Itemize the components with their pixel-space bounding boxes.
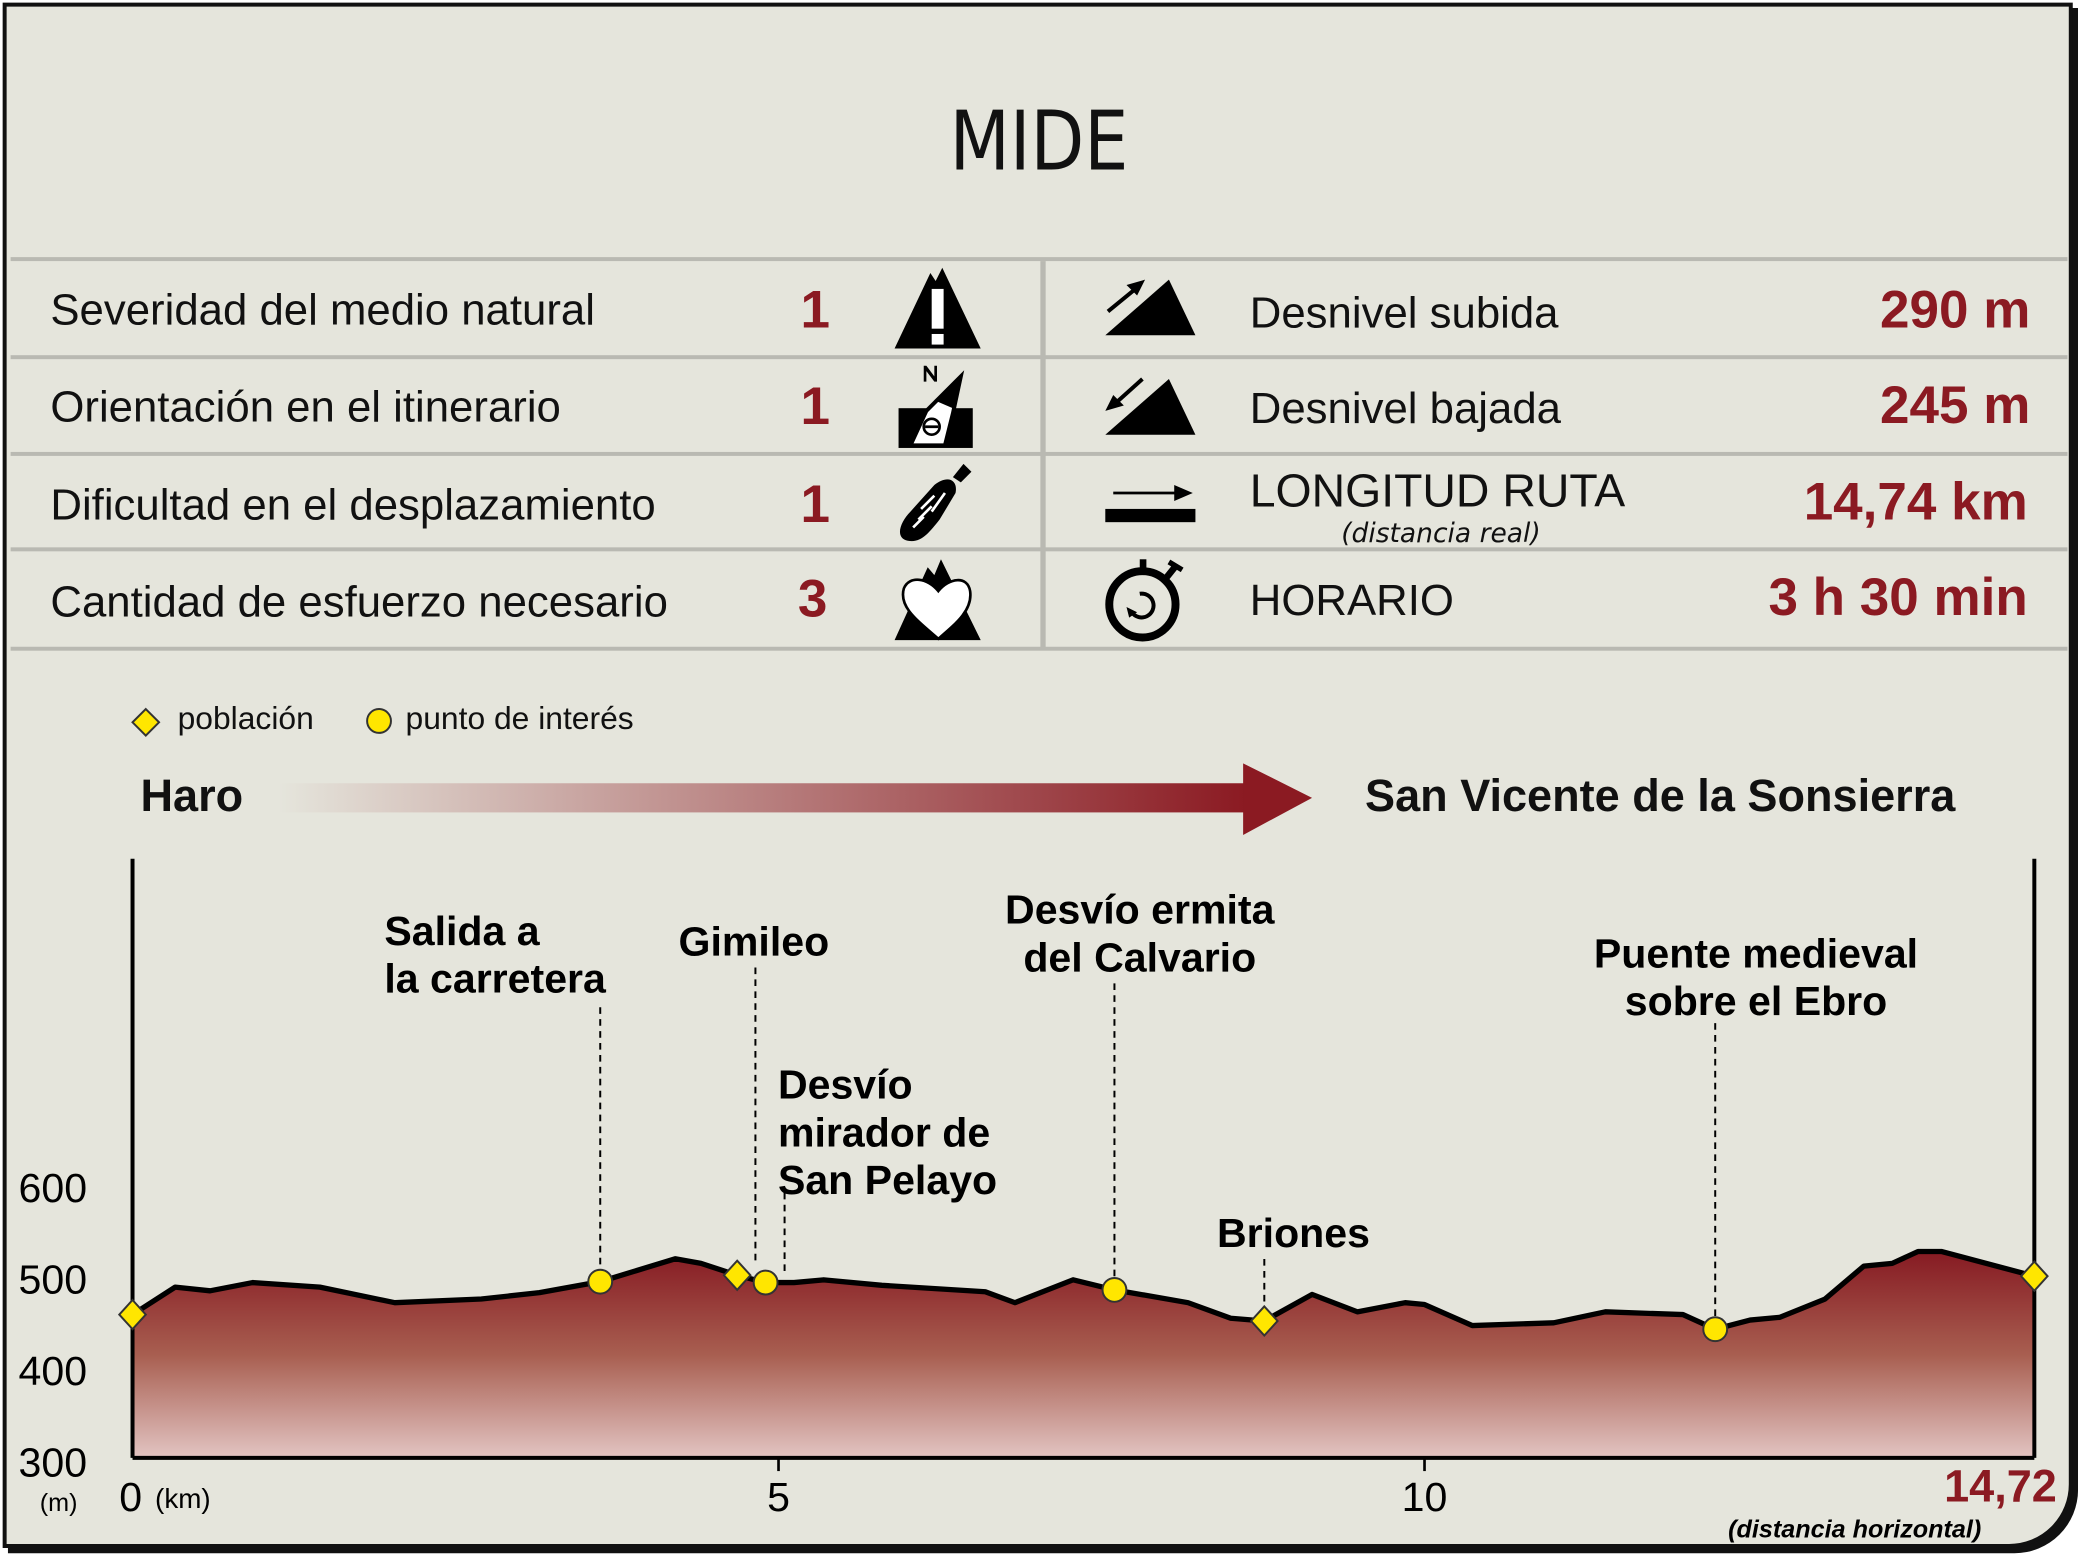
town-marker [722, 1259, 752, 1292]
poi-marker [752, 1269, 779, 1296]
mountain-warning-icon [894, 267, 981, 349]
footprint-icon [899, 463, 972, 542]
y-tick-label: 300 [19, 1439, 88, 1485]
route-start: Haro [140, 771, 244, 822]
x-end-sublabel: (distancia horizontal) [1728, 1515, 1981, 1543]
y-tick-label: 500 [19, 1256, 88, 1302]
compass-icon [898, 365, 973, 448]
point-label: la carretera [384, 956, 607, 1002]
divider [10, 451, 2068, 456]
stat-value: 14,74 km [1803, 473, 2028, 532]
poi-marker [1101, 1276, 1128, 1303]
diamond-marker-icon [131, 707, 161, 737]
profile-area [132, 1251, 2035, 1458]
x-tick-label: 0 [119, 1474, 142, 1520]
divider [10, 646, 2068, 651]
stat-label: LONGITUD RUTA [1249, 465, 1626, 517]
point-label: Salida a [384, 908, 540, 954]
stopwatch-icon [1105, 559, 1184, 642]
distance-icon [1105, 485, 1196, 523]
stat-value: 290 m [1880, 280, 2031, 340]
x-tick-label: 10 [1402, 1474, 1448, 1520]
direction-arrow-icon [278, 763, 1313, 835]
legend-poi: punto de interés [405, 701, 634, 737]
y-tick-label: 400 [19, 1348, 88, 1394]
mide-label: Dificultad en el desplazamiento [50, 479, 656, 529]
point-label: del Calvario [1023, 934, 1256, 980]
divider [1040, 261, 1046, 649]
x-axis-unit: (km) [155, 1483, 211, 1514]
mide-label: Severidad del medio natural [50, 284, 595, 334]
point-label: sobre el Ebro [1625, 978, 1888, 1024]
point-label: mirador de [778, 1109, 990, 1155]
circle-marker-icon [366, 708, 392, 734]
mide-value: 1 [800, 280, 830, 340]
stat-sublabel: (distancia real) [1341, 516, 1541, 549]
x-tick-label: 5 [767, 1474, 790, 1520]
mide-label: Cantidad de esfuerzo necesario [50, 576, 668, 626]
point-label: Gimileo [679, 919, 830, 965]
y-axis-unit: (m) [40, 1489, 78, 1517]
town-marker [117, 1298, 148, 1331]
y-tick-label: 600 [19, 1165, 88, 1211]
mide-label: Orientación en el itinerario [50, 381, 561, 431]
point-label: Puente medieval [1594, 930, 1918, 976]
mide-value: 1 [800, 377, 830, 437]
mide-value: 3 [797, 569, 828, 629]
point-label: San Pelayo [778, 1157, 997, 1203]
point-label: Desvío [778, 1062, 913, 1108]
point-label: Desvío ermita [1005, 887, 1276, 933]
town-marker [2019, 1260, 2049, 1293]
route-end: San Vicente de la Sonsierra [1365, 771, 1956, 822]
profile-line [131, 1248, 2036, 1332]
poi-marker [1702, 1316, 1729, 1343]
page-title: MIDE [949, 92, 1129, 190]
stat-label: Desnivel subida [1249, 287, 1559, 337]
stat-value: 3 h 30 min [1768, 568, 2028, 627]
town-marker [1249, 1304, 1279, 1338]
divider [10, 355, 2068, 360]
ascent-icon [1105, 279, 1196, 336]
point-label: Briones [1217, 1210, 1370, 1256]
divider [10, 257, 2068, 262]
stat-label: Desnivel bajada [1249, 383, 1561, 433]
heart-mountain-icon [894, 559, 981, 641]
legend-town: población [177, 701, 314, 737]
mide-value: 1 [800, 475, 830, 535]
divider [10, 547, 2068, 552]
descent-icon [1105, 377, 1196, 435]
x-end-label: 14,72 [1944, 1461, 2057, 1512]
stat-label: HORARIO [1249, 575, 1454, 625]
stat-value: 245 m [1880, 376, 2031, 435]
poi-marker [587, 1268, 614, 1295]
